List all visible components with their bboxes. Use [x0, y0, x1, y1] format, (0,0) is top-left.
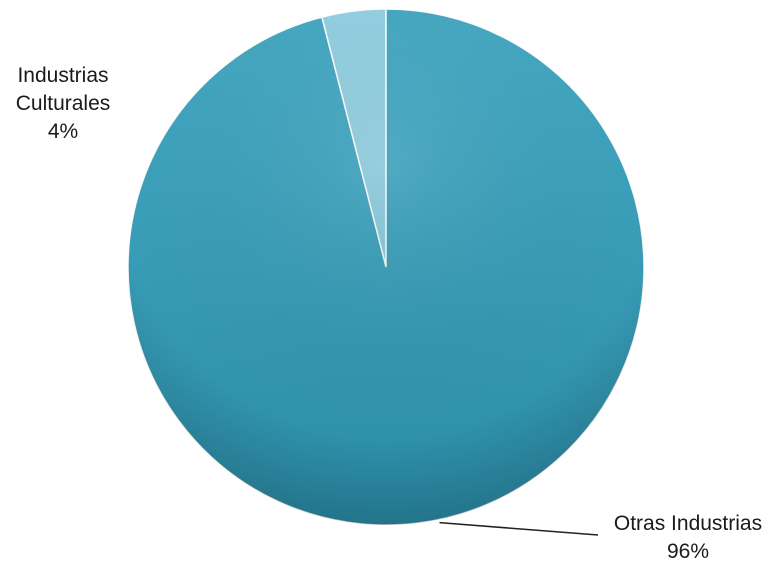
- leader-lines: [439, 521, 599, 536]
- data-label-name-line: Industrias: [17, 64, 108, 87]
- pie-slice-otras-industrias: [127, 8, 645, 526]
- data-label-percent: 4%: [48, 120, 78, 143]
- data-label-percent: 96%: [667, 540, 709, 563]
- data-label-otras-industrias: Otras Industrias 96%: [614, 512, 762, 563]
- leader-line-otras-industrias: [439, 521, 599, 536]
- data-labels: Industrias Culturales 4% Otras Industrias 96…: [16, 64, 762, 563]
- data-label-industrias-culturales: Industrias Culturales 4%: [16, 64, 111, 143]
- pie-slices: [127, 8, 645, 526]
- data-label-name-line: Otras Industrias: [614, 512, 762, 535]
- data-label-name-line: Culturales: [16, 92, 111, 115]
